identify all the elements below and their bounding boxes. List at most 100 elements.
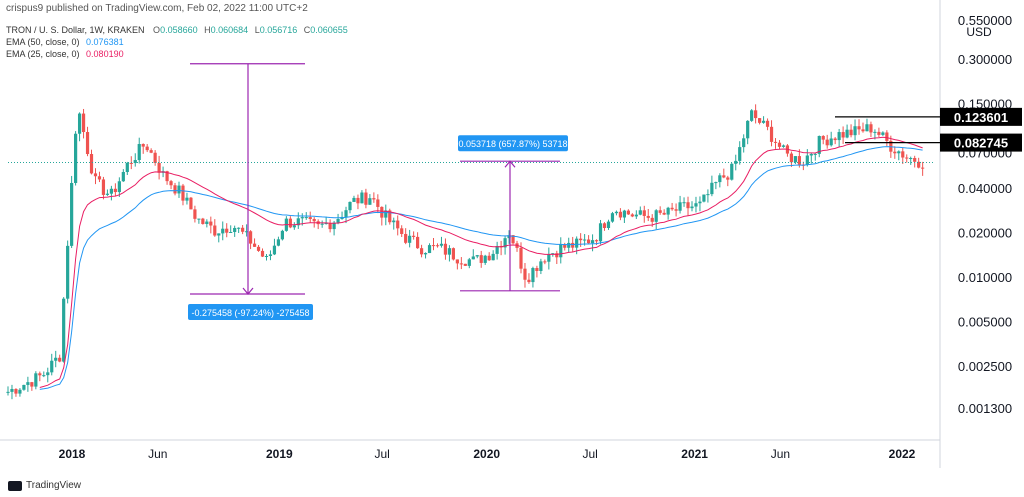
candle-body [598, 223, 603, 242]
candle-body [587, 239, 591, 244]
candle-body [400, 228, 404, 234]
candle-body [241, 227, 245, 232]
y-tick-label: 0.010000 [958, 270, 1012, 285]
candle-body [781, 145, 786, 147]
candle-body [833, 138, 837, 141]
candle-body [229, 231, 233, 233]
candle-body [531, 268, 535, 283]
candle-body [58, 357, 62, 362]
candle-body [6, 391, 10, 393]
candle-body [865, 124, 869, 132]
measure-label-text: -0.275458 (-97.24%) -275458 [191, 308, 309, 318]
candle-body [491, 253, 495, 261]
candle-body [193, 209, 197, 219]
candle-body [149, 150, 153, 153]
candle-body [543, 261, 547, 263]
ema25-value: 0.080190 [86, 49, 124, 59]
candle-body [535, 268, 539, 271]
candle-body [897, 151, 901, 154]
ema25-label: EMA (25, close, 0) [6, 49, 80, 59]
ema50-legend-row: EMA (50, close, 0) 0.076381 [6, 36, 348, 48]
candle-body [487, 255, 491, 261]
candle-body [583, 239, 587, 241]
candle-body [869, 124, 873, 133]
candle-body [245, 231, 249, 233]
candle-body [650, 217, 654, 222]
candle-body [217, 233, 221, 236]
candle-body [145, 146, 149, 151]
candle-body [634, 214, 638, 217]
candle-body [46, 372, 50, 376]
candle-body [754, 110, 758, 119]
candle-body [165, 171, 169, 182]
candle-body [809, 153, 813, 156]
candle-body [50, 360, 54, 373]
measure-label-text: 0.053718 (657.87%) 53718 [458, 139, 567, 149]
candle-body [511, 235, 515, 244]
ema25-line [39, 136, 923, 388]
candles-group [6, 104, 925, 400]
candle-body [447, 248, 452, 255]
currency-label: USD [966, 25, 992, 39]
candle-body [495, 246, 499, 254]
candle-body [423, 253, 428, 255]
brand-name: TradingView [26, 480, 82, 491]
candle-body [201, 218, 205, 224]
candle-body [408, 235, 412, 243]
candle-body [873, 131, 877, 133]
x-tick-label: Jun [148, 447, 167, 461]
footer-brand[interactable]: TradingView [8, 480, 81, 491]
y-tick-label: 0.300000 [958, 52, 1012, 67]
candle-body [356, 197, 360, 204]
candle-body [205, 221, 209, 224]
candle-body [579, 238, 583, 241]
candle-body [181, 185, 185, 201]
candle-body [571, 242, 575, 248]
x-tick-label: 2018 [59, 447, 86, 461]
candle-body [646, 215, 650, 218]
candle-body [519, 247, 523, 269]
candle-body [909, 158, 913, 160]
candle-body [300, 217, 304, 219]
candle-body [746, 120, 750, 139]
candle-body [602, 223, 607, 228]
ohlc-l-label: L [254, 25, 260, 35]
candle-body [817, 136, 821, 154]
candle-body [439, 243, 444, 246]
candle-body [614, 211, 619, 214]
candle-body [654, 210, 658, 222]
tradingview-logo-icon [8, 480, 22, 491]
candle-body [658, 210, 662, 213]
candle-body [173, 185, 177, 194]
candle-body [372, 198, 376, 200]
candle-body [575, 238, 579, 248]
candle-body [805, 155, 809, 165]
candle-body [690, 206, 694, 209]
candle-body [503, 238, 507, 248]
candle-body [913, 158, 917, 162]
candle-body [304, 217, 308, 219]
y-tick-label: 0.550000 [958, 13, 1012, 28]
x-tick-label: 2022 [889, 447, 916, 461]
candle-body [455, 259, 459, 264]
candle-body [706, 194, 710, 196]
candle-body [117, 181, 121, 193]
candle-body [324, 223, 328, 225]
candle-body [849, 129, 853, 136]
candle-body [507, 235, 511, 239]
candle-body [129, 162, 133, 164]
candle-body [54, 357, 58, 361]
candle-body [121, 172, 125, 182]
candle-body [559, 244, 563, 258]
candle-body [237, 227, 241, 229]
candle-body [77, 113, 82, 134]
y-tick-label: 0.020000 [958, 226, 1012, 241]
candle-body [93, 173, 98, 177]
candle-body [419, 248, 424, 255]
candle-body [42, 375, 46, 377]
candle-body [523, 268, 527, 280]
candle-body [97, 176, 102, 180]
candle-body [475, 255, 479, 257]
